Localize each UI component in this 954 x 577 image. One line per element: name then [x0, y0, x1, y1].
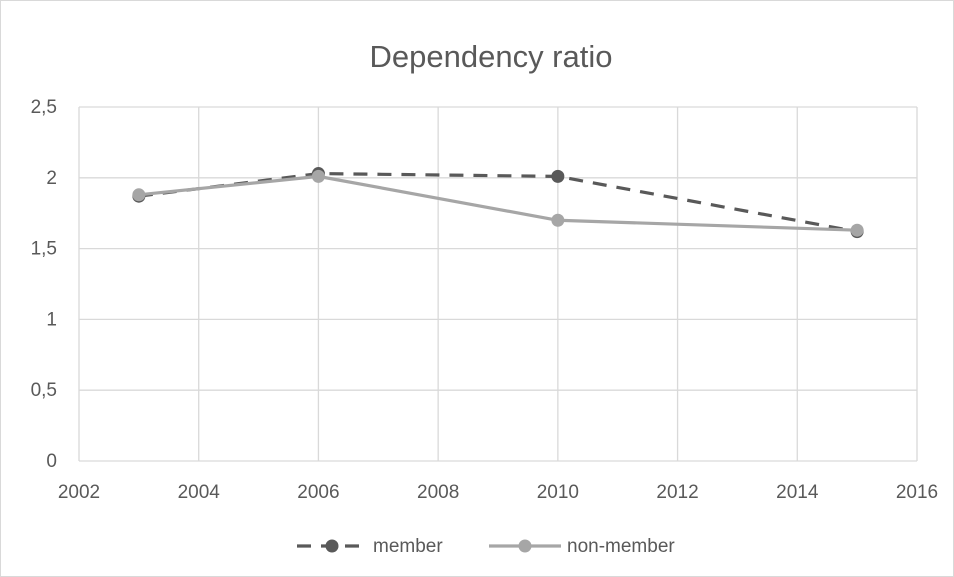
legend-item-member: member — [297, 536, 443, 557]
axis-ticks: 0 0,5 1 1,5 2 2,5 2002 2004 2006 2008 2010 2012 2014… — [31, 97, 939, 503]
legend-label: member — [373, 536, 443, 557]
y-tick-label: 1,5 — [31, 239, 57, 260]
data-point — [311, 169, 325, 183]
x-tick-label: 2008 — [417, 482, 459, 503]
legend-item-non-member: non-member — [489, 536, 675, 557]
y-tick-label: 0 — [46, 451, 57, 472]
data-point — [132, 188, 146, 202]
y-tick-label: 2 — [46, 168, 57, 189]
data-point — [551, 213, 565, 227]
x-tick-label: 2004 — [178, 482, 221, 503]
data-point — [551, 169, 565, 183]
y-tick-label: 2,5 — [31, 97, 57, 118]
series-line — [138, 174, 858, 232]
x-tick-label: 2002 — [58, 482, 100, 503]
legend-marker — [325, 539, 339, 553]
legend-marker — [518, 539, 532, 553]
x-tick-label: 2016 — [896, 482, 938, 503]
chart-title: Dependency ratio — [370, 39, 613, 74]
x-tick-label: 2012 — [656, 482, 698, 503]
y-tick-label: 1 — [46, 309, 57, 330]
series-line — [138, 171, 858, 234]
data-point — [850, 223, 864, 237]
legend: member non-member — [297, 536, 675, 557]
series-non-member — [132, 169, 864, 237]
legend-label: non-member — [567, 536, 675, 557]
x-tick-label: 2010 — [537, 482, 579, 503]
series-lines — [132, 167, 864, 239]
x-tick-label: 2006 — [297, 482, 339, 503]
x-tick-label: 2014 — [776, 482, 819, 503]
y-tick-label: 0,5 — [31, 380, 57, 401]
gridlines — [78, 106, 918, 462]
